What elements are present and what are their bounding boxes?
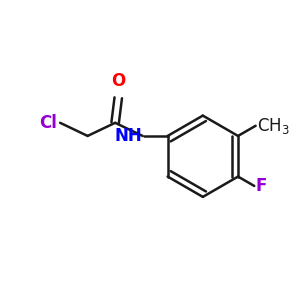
Text: CH$_3$: CH$_3$ — [257, 116, 290, 136]
Text: F: F — [256, 177, 267, 195]
Text: Cl: Cl — [39, 114, 57, 132]
Text: O: O — [111, 72, 125, 90]
Text: NH: NH — [115, 127, 142, 145]
